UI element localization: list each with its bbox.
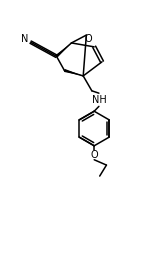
Text: O: O: [84, 35, 92, 44]
Polygon shape: [55, 43, 71, 57]
Text: N: N: [22, 34, 29, 44]
Polygon shape: [64, 69, 83, 76]
Text: O: O: [90, 150, 98, 160]
Text: NH: NH: [92, 95, 106, 105]
